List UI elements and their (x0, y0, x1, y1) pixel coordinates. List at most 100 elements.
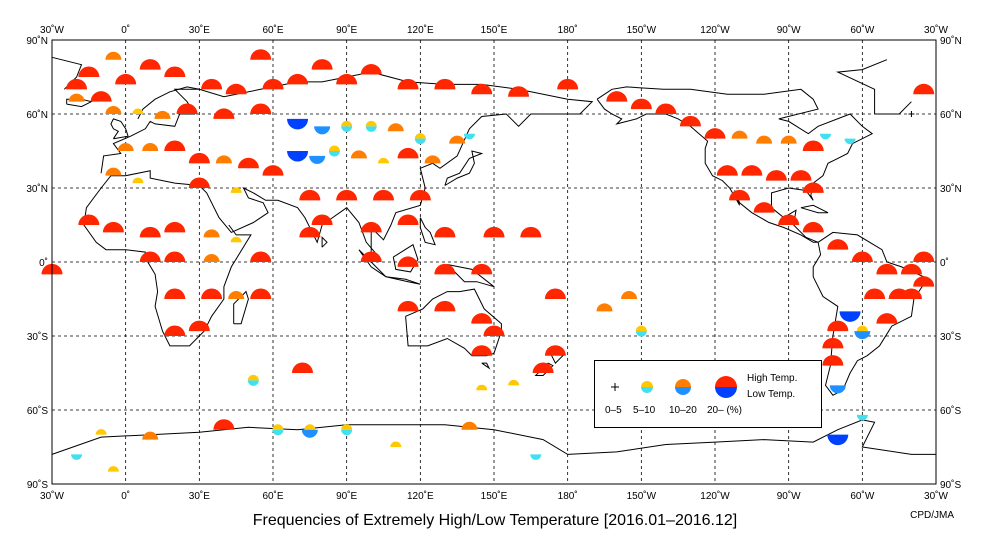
high-temp-half (336, 189, 358, 201)
high-temp-half (311, 59, 333, 70)
high-temp-half (228, 291, 245, 299)
low-temp-half (820, 133, 831, 140)
lon-label-top: 30˚E (189, 24, 210, 36)
high-temp-half (105, 167, 122, 176)
high-temp-half (856, 325, 868, 332)
coastline-segment (446, 264, 495, 288)
station-marker (287, 118, 309, 130)
station-marker (336, 189, 358, 201)
low-temp-half (844, 138, 856, 145)
high-temp-half (461, 421, 478, 430)
high-temp-half (188, 152, 210, 164)
high-temp-half (115, 73, 137, 85)
high-temp-half (596, 303, 613, 312)
high-temp-half (142, 431, 159, 440)
station-marker (741, 165, 763, 176)
station-marker (621, 291, 638, 299)
coastline-segment (444, 150, 484, 186)
station-marker (272, 424, 284, 436)
high-temp-half (913, 251, 935, 262)
high-temp-half (508, 86, 530, 97)
station-marker (230, 236, 242, 243)
station-marker (188, 177, 210, 188)
station-marker (139, 251, 161, 262)
lat-label-right: 0˚ (940, 257, 949, 269)
high-temp-half (164, 66, 186, 77)
low-temp-half (247, 380, 259, 386)
lat-label-right: 60˚N (940, 109, 962, 121)
station-marker (287, 73, 309, 85)
high-temp-half (142, 143, 159, 151)
low-temp-half (287, 151, 309, 162)
station-marker (360, 221, 382, 233)
low-temp-half (414, 138, 426, 145)
high-temp-half (483, 325, 505, 336)
lat-label-right: 30˚S (940, 331, 961, 343)
station-marker (164, 140, 186, 151)
station-marker (341, 120, 353, 132)
station-marker (299, 189, 321, 201)
legend-low-label: Low Temp. (747, 389, 796, 400)
station-marker (913, 251, 935, 262)
station-marker (95, 429, 107, 435)
station-marker (228, 291, 245, 299)
high-temp-half (630, 98, 652, 110)
station-marker (397, 214, 419, 225)
high-temp-half (756, 135, 773, 144)
station-marker (139, 59, 161, 70)
high-temp-half (287, 73, 309, 85)
high-temp-half (520, 226, 542, 238)
high-temp-half (341, 424, 353, 430)
low-temp-half (829, 385, 846, 394)
station-marker (606, 91, 628, 102)
high-temp-half (790, 170, 812, 181)
high-temp-half (341, 120, 353, 127)
station-marker (203, 254, 220, 262)
station-marker (544, 345, 566, 356)
station-marker (827, 434, 849, 446)
high-temp-half (299, 189, 321, 201)
lon-label-top: 60˚W (850, 24, 874, 36)
station-marker (635, 325, 647, 337)
station-marker (250, 251, 272, 262)
high-temp-half (139, 59, 161, 70)
station-marker (434, 300, 456, 312)
lat-label-left: 90˚S (27, 479, 48, 491)
station-marker (756, 135, 773, 144)
station-marker (827, 239, 849, 250)
high-temp-half (390, 441, 402, 447)
station-marker (596, 303, 613, 312)
high-temp-half (176, 103, 198, 114)
high-temp-half (851, 251, 873, 262)
high-temp-half (230, 236, 242, 243)
high-temp-half (336, 73, 358, 85)
high-temp-half (822, 337, 844, 349)
station-marker (311, 59, 333, 70)
high-temp-half (360, 64, 382, 75)
high-temp-half (215, 155, 232, 164)
legend-label-10-20: 10–20 (669, 405, 697, 416)
coastline-segment (419, 217, 436, 246)
station-marker (409, 189, 431, 201)
legend-plus-symbol (611, 383, 619, 391)
station-marker (213, 419, 235, 430)
high-temp-half (827, 320, 849, 332)
low-temp-half (635, 331, 647, 337)
high-temp-half (397, 78, 419, 90)
high-temp-half (132, 108, 144, 114)
station-marker (68, 93, 85, 102)
station-marker (237, 157, 259, 169)
low-temp-half (272, 429, 284, 436)
station-marker (311, 214, 333, 225)
high-temp-half (434, 78, 456, 90)
high-temp-half (262, 165, 284, 176)
station-marker (854, 325, 871, 340)
lon-label-top: 90˚E (336, 24, 357, 36)
high-temp-half (164, 140, 186, 151)
low-temp-half (341, 429, 353, 436)
lon-label-bottom: 0˚ (121, 490, 130, 502)
coastline-segment (321, 236, 328, 248)
station-marker (434, 226, 456, 238)
lat-label-left: 30˚S (27, 331, 48, 343)
low-temp-half (854, 331, 871, 340)
